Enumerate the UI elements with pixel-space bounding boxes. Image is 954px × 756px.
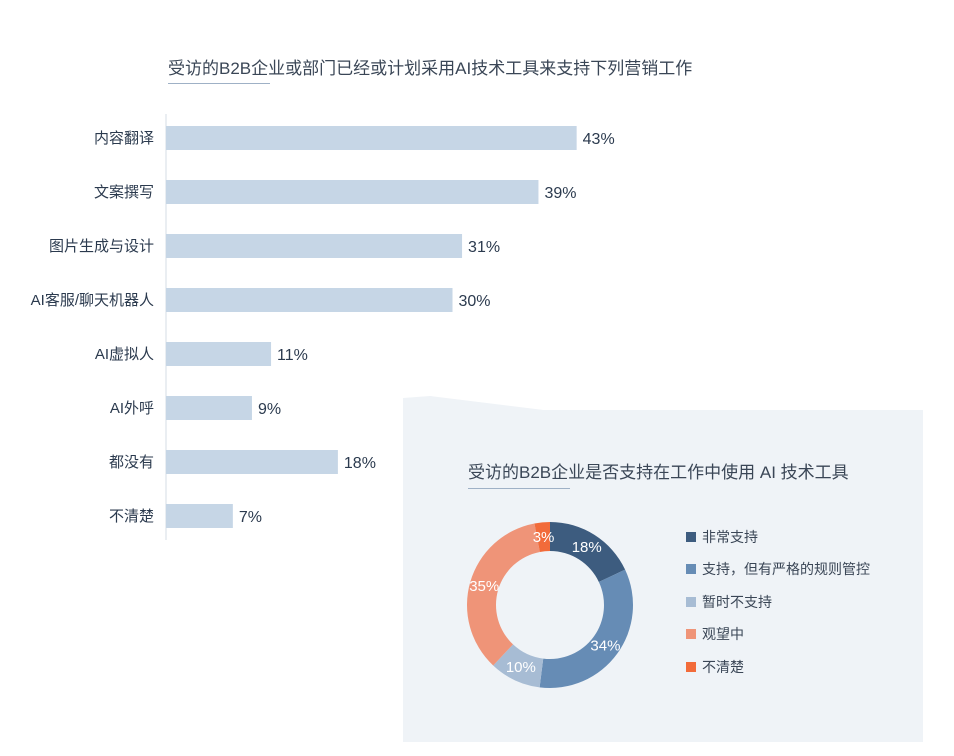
- legend-item: 暂时不支持: [686, 592, 870, 612]
- legend-label: 支持，但有严格的规则管控: [702, 561, 870, 578]
- callout-pointer: [403, 396, 560, 412]
- donut-slice: [493, 644, 544, 688]
- category-label: AI外呼: [110, 400, 154, 417]
- donut-value-label: 34%: [590, 637, 620, 654]
- legend-label: 观望中: [702, 626, 744, 643]
- bar: [166, 288, 453, 312]
- bar: [166, 126, 577, 150]
- donut-chart: 18% 34% 10% 35% 3%: [467, 522, 633, 688]
- category-label: 不清楚: [109, 508, 154, 525]
- legend-swatch: [686, 564, 696, 575]
- category-label: 都没有: [109, 454, 154, 471]
- bar-value-label: 7%: [239, 509, 262, 526]
- bar: [166, 450, 338, 474]
- legend-item: 支持，但有严格的规则管控: [686, 559, 870, 579]
- category-label: 文案撰写: [94, 183, 154, 201]
- legend-swatch: [686, 661, 696, 672]
- donut-chart-title-underline: [468, 488, 570, 489]
- legend-item: 非常支持: [686, 527, 870, 547]
- donut-value-label: 35%: [469, 578, 499, 595]
- bar: [166, 234, 463, 258]
- bar-value-label: 39%: [544, 185, 576, 202]
- donut-legend: 非常支持支持，但有严格的规则管控 暂时不支持观望中不清楚: [686, 527, 870, 689]
- bar-chart-title: 受访的B2B企业或部门已经或计划采用AI技术工具来支持下列营销工作: [168, 59, 693, 78]
- bar: [166, 396, 252, 420]
- legend-swatch: [686, 596, 696, 607]
- legend-item: 不清楚: [686, 657, 870, 677]
- legend-label: 暂时不支持: [702, 593, 772, 610]
- legend-item: 观望中: [686, 624, 870, 644]
- bar-chart: 内容翻译 43% 文案撰写 39% 图片生成与设计 31% AI客服/聊天机器人 30% AI虚…: [31, 114, 615, 540]
- bar-value-label: 11%: [277, 347, 308, 364]
- donut-value-label: 10%: [506, 659, 536, 676]
- bar-value-label: 43%: [583, 131, 615, 148]
- category-label: AI虚拟人: [95, 346, 154, 363]
- donut-slice: [550, 522, 626, 583]
- bar-chart-title-underline: [168, 83, 270, 84]
- donut-slice: [467, 523, 540, 666]
- donut-slice: [539, 569, 633, 688]
- legend-label: 非常支持: [702, 529, 758, 545]
- bar-value-label: 30%: [459, 293, 491, 310]
- bar: [166, 180, 539, 204]
- bar-value-label: 18%: [344, 455, 376, 472]
- category-label: 图片生成与设计: [49, 238, 154, 255]
- donut-chart-title: 受访的B2B企业是否支持在工作中使用 AI 技术工具: [468, 463, 849, 482]
- legend-swatch: [686, 532, 696, 542]
- bar-value-label: 31%: [468, 239, 500, 256]
- bar: [166, 504, 233, 528]
- donut-value-label: 18%: [572, 539, 602, 556]
- category-label: AI客服/聊天机器人: [31, 292, 154, 309]
- legend-label: 不清楚: [702, 658, 744, 675]
- legend-swatch: [686, 629, 696, 640]
- bar: [166, 342, 272, 366]
- donut-slice: [534, 522, 550, 552]
- bar-value-label: 9%: [258, 401, 281, 418]
- category-label: 内容翻译: [94, 130, 154, 147]
- donut-value-label: 3%: [533, 529, 555, 546]
